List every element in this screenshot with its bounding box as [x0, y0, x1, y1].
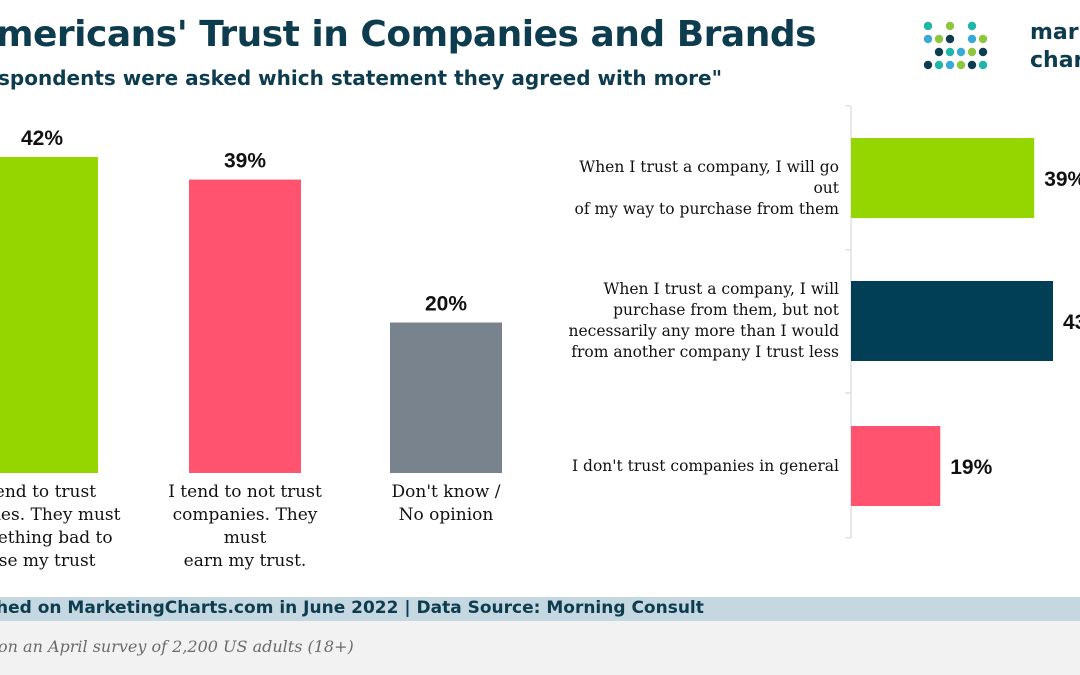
vbar-category-label-2: I tend to not trust companies. They must e… [150, 481, 340, 573]
hbar-value-label-3: 19% [950, 456, 992, 479]
hbar-1 [851, 138, 1035, 218]
charts-canvas: 42% 39% 20% 39% 43% 19% [0, 105, 1080, 539]
hbar-value-label-2: 43% [1063, 311, 1080, 334]
logo-dot [956, 60, 966, 70]
footer-source-bar: hed on MarketingCharts.com in June 2022 … [0, 597, 1080, 621]
hbar-category-line: When I trust a company, I will go out [579, 158, 839, 197]
hbar-category-line: necessarily any more than I would [568, 322, 840, 340]
vbar-1 [0, 157, 98, 473]
footer-note-bar: on an April survey of 2,200 US adults (1… [0, 621, 1080, 675]
hbar-category-line: When I trust a company, I will [603, 280, 839, 298]
vbar-category-line: tend to trust [0, 482, 97, 502]
logo-dot [945, 60, 955, 70]
logo-dot [923, 60, 933, 70]
hbar-category-label-1: When I trust a company, I will go out of … [549, 157, 839, 220]
hbar-3 [851, 426, 941, 506]
vbar-category-line: Don't know / [391, 482, 501, 502]
footer-note-text: on an April survey of 2,200 US adults (1… [0, 637, 354, 656]
vbar-category-line: I tend to not trust [168, 482, 322, 502]
logo-text-line2: charts [1030, 48, 1080, 73]
logo-dot [978, 47, 988, 57]
logo-dot [934, 34, 944, 44]
hbar-category-line: purchase from them, but not [613, 301, 839, 319]
vbar-2 [189, 179, 301, 474]
chart-title: mericans' Trust in Companies and Brands [0, 14, 817, 55]
chart-subtitle: spondents were asked which statement the… [0, 66, 723, 90]
logo-dot [956, 47, 966, 57]
logo-dots-icon [923, 21, 988, 70]
logo-text-line1: market [1030, 20, 1080, 45]
logo-dot [967, 60, 977, 70]
vbar-value-label-2: 39% [224, 150, 266, 173]
logo-dot [923, 34, 933, 44]
vbar-category-label-1: tend to trust panies. They must omething b… [0, 481, 137, 573]
marketingcharts-logo: market charts [920, 18, 1080, 80]
hbar-category-line: from another company I trust less [571, 343, 839, 361]
vbar-category-line: companies. They must [172, 505, 318, 548]
logo-dot [945, 21, 955, 31]
vbar-category-line: panies. They must [0, 505, 121, 525]
vbar-category-line: ose my trust [0, 551, 96, 571]
logo-dot [978, 34, 988, 44]
logo-dot [945, 47, 955, 57]
footer-source-text: hed on MarketingCharts.com in June 2022 … [0, 598, 704, 618]
vbar-category-line: omething bad to [0, 528, 113, 548]
logo-dot [967, 34, 977, 44]
logo-dot [923, 21, 933, 31]
hbar-2 [851, 281, 1053, 361]
vbar-category-line: No opinion [398, 505, 494, 525]
logo-dot [945, 34, 955, 44]
vbar-value-label-1: 42% [21, 127, 63, 150]
logo-dot [967, 47, 977, 57]
vbar-category-label-3: Don't know / No opinion [351, 481, 541, 527]
vbar-3 [390, 322, 502, 473]
vbar-value-label-3: 20% [425, 293, 467, 316]
logo-dot [934, 60, 944, 70]
hbar-category-line: I don't trust companies in general [571, 456, 839, 475]
vbar-category-line: earn my trust. [183, 551, 307, 571]
hbar-category-line: of my way to purchase from them [574, 200, 839, 218]
hbar-category-label-3: I don't trust companies in general [549, 456, 839, 477]
logo-dot [967, 21, 977, 31]
logo-dot [934, 47, 944, 57]
hbar-value-label-1: 39% [1044, 168, 1080, 191]
logo-dot [978, 60, 988, 70]
hbar-category-label-2: When I trust a company, I will purchase f… [549, 279, 840, 363]
